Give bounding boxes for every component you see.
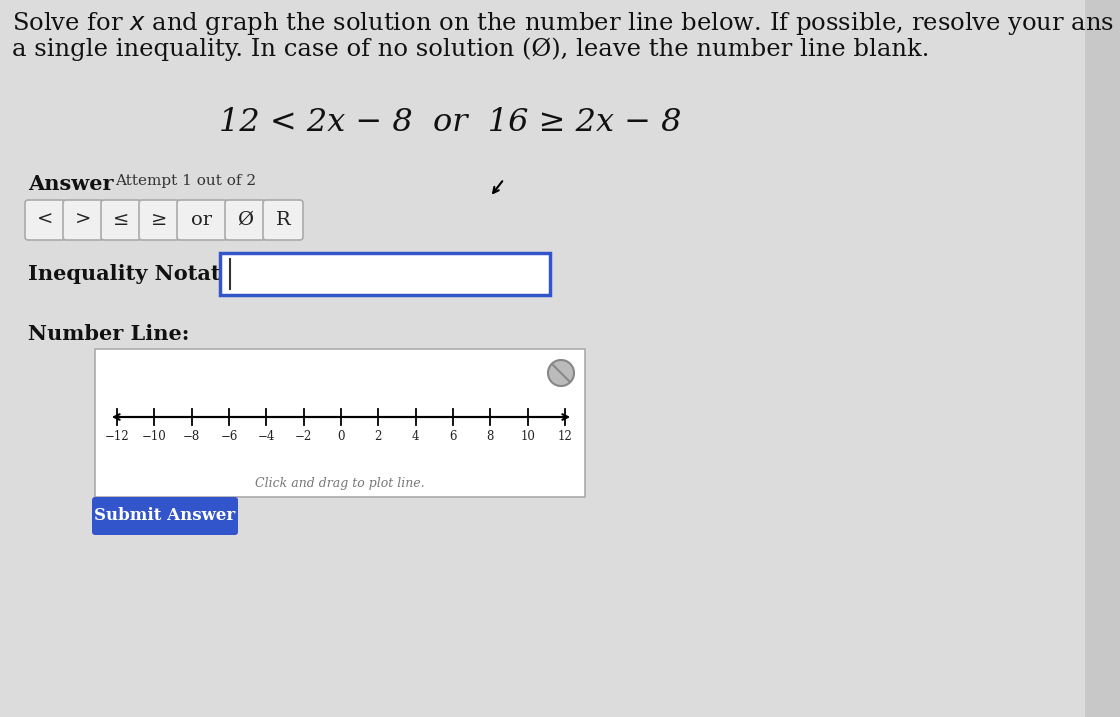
- FancyBboxPatch shape: [25, 200, 65, 240]
- FancyBboxPatch shape: [139, 200, 179, 240]
- Text: −8: −8: [183, 430, 200, 443]
- Text: R: R: [276, 211, 290, 229]
- Text: Inequality Notation:: Inequality Notation:: [28, 264, 265, 284]
- Circle shape: [548, 360, 573, 386]
- Text: ≥: ≥: [151, 211, 167, 229]
- FancyBboxPatch shape: [0, 0, 1085, 717]
- Text: −2: −2: [295, 430, 312, 443]
- Text: Answer: Answer: [28, 174, 113, 194]
- FancyBboxPatch shape: [63, 200, 103, 240]
- Text: 6: 6: [449, 430, 457, 443]
- Text: Submit Answer: Submit Answer: [94, 508, 235, 525]
- Text: 2: 2: [375, 430, 382, 443]
- Text: Solve for $x$ and graph the solution on the number line below. If possible, reso: Solve for $x$ and graph the solution on …: [12, 10, 1114, 37]
- Text: 10: 10: [520, 430, 535, 443]
- Text: 0: 0: [337, 430, 345, 443]
- Text: 4: 4: [412, 430, 419, 443]
- Text: Attempt 1 out of 2: Attempt 1 out of 2: [115, 174, 256, 188]
- Text: −10: −10: [142, 430, 167, 443]
- FancyBboxPatch shape: [263, 200, 304, 240]
- Text: 8: 8: [487, 430, 494, 443]
- Text: −6: −6: [221, 430, 237, 443]
- Text: Click and drag to plot line.: Click and drag to plot line.: [255, 477, 424, 490]
- FancyBboxPatch shape: [177, 200, 227, 240]
- FancyBboxPatch shape: [95, 349, 585, 497]
- Text: 12: 12: [558, 430, 572, 443]
- Text: Number Line:: Number Line:: [28, 324, 189, 344]
- Text: −4: −4: [258, 430, 276, 443]
- Text: Ø: Ø: [237, 211, 253, 229]
- Text: ≤: ≤: [113, 211, 129, 229]
- Text: >: >: [75, 211, 91, 229]
- FancyBboxPatch shape: [220, 253, 550, 295]
- FancyBboxPatch shape: [92, 497, 237, 535]
- Text: a single inequality. In case of no solution (Ø), leave the number line blank.: a single inequality. In case of no solut…: [12, 37, 930, 60]
- Text: −12: −12: [104, 430, 129, 443]
- FancyBboxPatch shape: [225, 200, 265, 240]
- Text: or: or: [192, 211, 213, 229]
- Text: <: <: [37, 211, 53, 229]
- Text: 12 < 2x − 8  or  16 ≥ 2x − 8: 12 < 2x − 8 or 16 ≥ 2x − 8: [218, 107, 681, 138]
- FancyBboxPatch shape: [101, 200, 141, 240]
